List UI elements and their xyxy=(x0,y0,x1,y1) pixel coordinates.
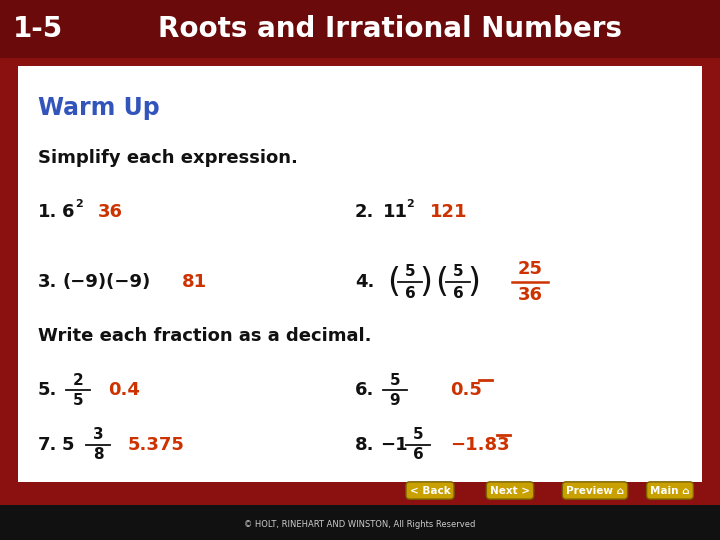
Text: 1.: 1. xyxy=(38,202,58,221)
Text: 5.375: 5.375 xyxy=(128,436,185,454)
Text: 5: 5 xyxy=(453,264,463,279)
Text: ): ) xyxy=(420,266,433,299)
Text: 5: 5 xyxy=(62,436,74,454)
Text: 9: 9 xyxy=(390,393,400,408)
Text: 81: 81 xyxy=(182,273,207,291)
Text: Main ⌂: Main ⌂ xyxy=(650,485,690,496)
Text: −1: −1 xyxy=(380,436,408,454)
Text: 2: 2 xyxy=(406,199,414,208)
Text: 8.: 8. xyxy=(355,436,374,454)
Text: 121: 121 xyxy=(430,202,467,221)
Bar xyxy=(0,505,720,540)
Text: Write each fraction as a decimal.: Write each fraction as a decimal. xyxy=(38,327,372,346)
Text: 2.: 2. xyxy=(355,202,374,221)
Text: ): ) xyxy=(467,266,480,299)
Text: 6: 6 xyxy=(413,447,423,462)
Text: 8: 8 xyxy=(93,447,103,462)
Text: < Back: < Back xyxy=(410,485,451,496)
Text: 2: 2 xyxy=(73,373,84,388)
Text: 11: 11 xyxy=(383,202,408,221)
Text: 25: 25 xyxy=(518,260,542,278)
Text: 5: 5 xyxy=(390,373,400,388)
Text: Roots and Irrational Numbers: Roots and Irrational Numbers xyxy=(158,15,622,43)
Text: 6: 6 xyxy=(62,202,74,221)
Text: 36: 36 xyxy=(518,286,542,305)
Bar xyxy=(18,66,702,482)
Text: −1.83: −1.83 xyxy=(450,436,510,454)
Text: © HOLT, RINEHART AND WINSTON, All Rights Reserved: © HOLT, RINEHART AND WINSTON, All Rights… xyxy=(244,519,476,529)
Text: 36: 36 xyxy=(98,202,123,221)
Text: 6.: 6. xyxy=(355,381,374,400)
Text: 0.5: 0.5 xyxy=(450,381,482,400)
Text: Warm Up: Warm Up xyxy=(38,96,160,119)
Text: (: ( xyxy=(387,266,400,299)
Text: 6: 6 xyxy=(405,286,415,301)
Text: 2: 2 xyxy=(75,199,83,208)
Text: (−9)(−9): (−9)(−9) xyxy=(62,273,150,291)
Text: 1-5: 1-5 xyxy=(13,15,63,43)
Text: 6: 6 xyxy=(453,286,464,301)
Text: 5: 5 xyxy=(73,393,84,408)
Text: 5: 5 xyxy=(413,427,423,442)
Text: 4.: 4. xyxy=(355,273,374,291)
Text: Simplify each expression.: Simplify each expression. xyxy=(38,148,298,166)
Text: 7.: 7. xyxy=(38,436,58,454)
Text: 5: 5 xyxy=(405,264,415,279)
Text: 5.: 5. xyxy=(38,381,58,400)
Text: 3: 3 xyxy=(93,427,103,442)
Text: 3.: 3. xyxy=(38,273,58,291)
Bar xyxy=(0,0,720,58)
Text: 0.4: 0.4 xyxy=(108,381,140,400)
Text: Next >: Next > xyxy=(490,485,530,496)
Text: Preview ⌂: Preview ⌂ xyxy=(566,485,624,496)
Text: (: ( xyxy=(436,266,449,299)
